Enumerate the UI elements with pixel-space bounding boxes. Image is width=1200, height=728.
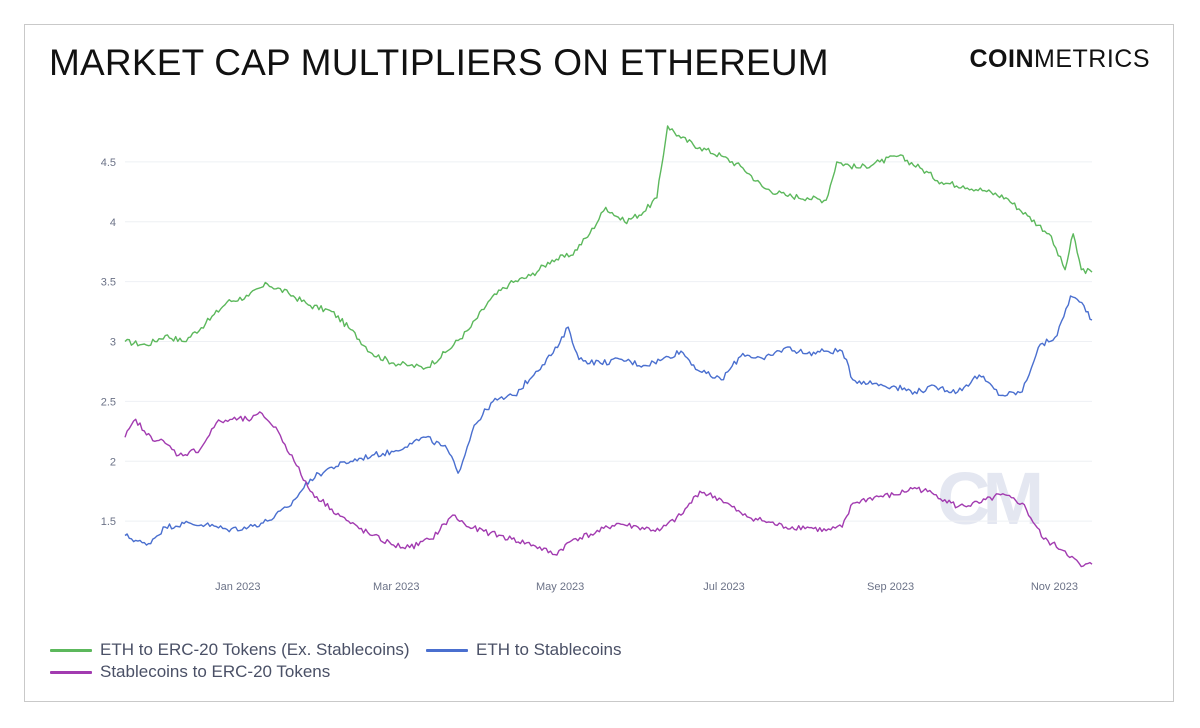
legend-label-stablecoins-to-erc20: Stablecoins to ERC-20 Tokens [100, 662, 331, 681]
legend-swatch-eth-to-stablecoins [426, 648, 468, 652]
gridlines [125, 161, 1092, 522]
y-tick-label: 3 [110, 337, 116, 349]
chart-frame [24, 24, 1174, 702]
brand-logo-light: METRICS [1034, 45, 1150, 73]
series-line-1 [124, 295, 1093, 546]
brand-logo-bold: COIN [969, 45, 1034, 73]
x-tick-label: Nov 2023 [1031, 581, 1078, 593]
y-tick-label: 2 [110, 456, 116, 468]
y-tick-label: 2.5 [101, 396, 116, 408]
y-tick-label: 3.5 [101, 277, 116, 289]
legend-label-eth-to-stablecoins: ETH to Stablecoins [476, 640, 622, 659]
x-tick-label: Mar 2023 [373, 581, 419, 593]
x-tick-label: May 2023 [536, 581, 584, 593]
y-tick-label: 4 [110, 217, 116, 229]
y-tick-label: 1.5 [101, 516, 116, 528]
legend-swatch-eth-to-erc20 [50, 648, 92, 652]
legend-item-eth-to-stablecoins[interactable]: ETH to Stablecoins [426, 640, 622, 660]
x-axis-tick-labels: Jan 2023 Mar 2023 May 2023 Jul 2023 Sep 2023… [215, 581, 1078, 593]
y-axis-tick-labels: 1.5 2 2.5 3 3.5 4 4.5 [101, 157, 116, 528]
legend-item-eth-to-erc20[interactable]: ETH to ERC-20 Tokens (Ex. Stablecoins) [50, 640, 410, 660]
x-tick-label: Sep 2023 [867, 581, 914, 593]
x-tick-label: Jan 2023 [215, 581, 260, 593]
chart-title: MARKET CAP MULTIPLIERS ON ETHEREUM [49, 42, 829, 83]
legend-swatch-stablecoins-to-erc20 [50, 670, 92, 674]
legend-label-eth-to-erc20: ETH to ERC-20 Tokens (Ex. Stablecoins) [100, 640, 410, 659]
y-tick-label: 4.5 [101, 157, 116, 169]
legend-item-stablecoins-to-erc20[interactable]: Stablecoins to ERC-20 Tokens [50, 662, 330, 682]
series-line-0 [124, 125, 1093, 370]
series-line-2 [124, 411, 1093, 568]
x-tick-label: Jul 2023 [703, 581, 745, 593]
brand-logo: COINMETRICS [970, 45, 1151, 74]
series-lines [124, 125, 1093, 568]
